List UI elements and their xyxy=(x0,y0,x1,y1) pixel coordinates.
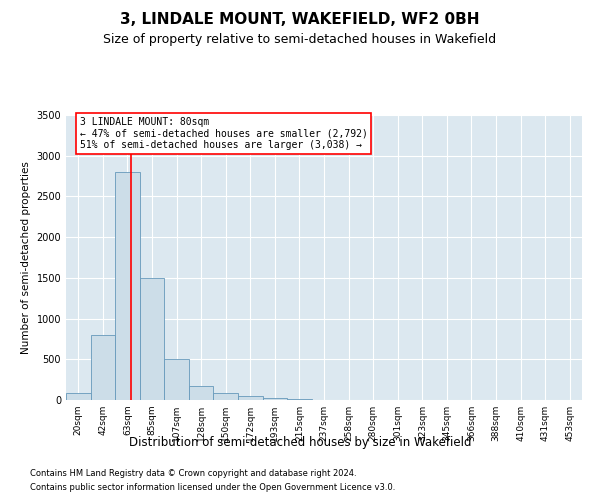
Text: Contains public sector information licensed under the Open Government Licence v3: Contains public sector information licen… xyxy=(30,484,395,492)
Bar xyxy=(189,386,214,400)
Bar xyxy=(263,398,287,400)
Bar xyxy=(140,278,164,400)
Bar xyxy=(238,396,263,400)
Bar xyxy=(287,399,312,400)
Y-axis label: Number of semi-detached properties: Number of semi-detached properties xyxy=(21,161,31,354)
Text: Contains HM Land Registry data © Crown copyright and database right 2024.: Contains HM Land Registry data © Crown c… xyxy=(30,468,356,477)
Bar xyxy=(214,392,238,400)
Bar xyxy=(164,360,189,400)
Text: Size of property relative to semi-detached houses in Wakefield: Size of property relative to semi-detach… xyxy=(103,32,497,46)
Bar xyxy=(91,335,115,400)
Text: 3 LINDALE MOUNT: 80sqm
← 47% of semi-detached houses are smaller (2,792)
51% of : 3 LINDALE MOUNT: 80sqm ← 47% of semi-det… xyxy=(80,116,367,150)
Text: 3, LINDALE MOUNT, WAKEFIELD, WF2 0BH: 3, LINDALE MOUNT, WAKEFIELD, WF2 0BH xyxy=(120,12,480,28)
Bar xyxy=(115,172,140,400)
Bar xyxy=(66,394,91,400)
Text: Distribution of semi-detached houses by size in Wakefield: Distribution of semi-detached houses by … xyxy=(129,436,471,449)
